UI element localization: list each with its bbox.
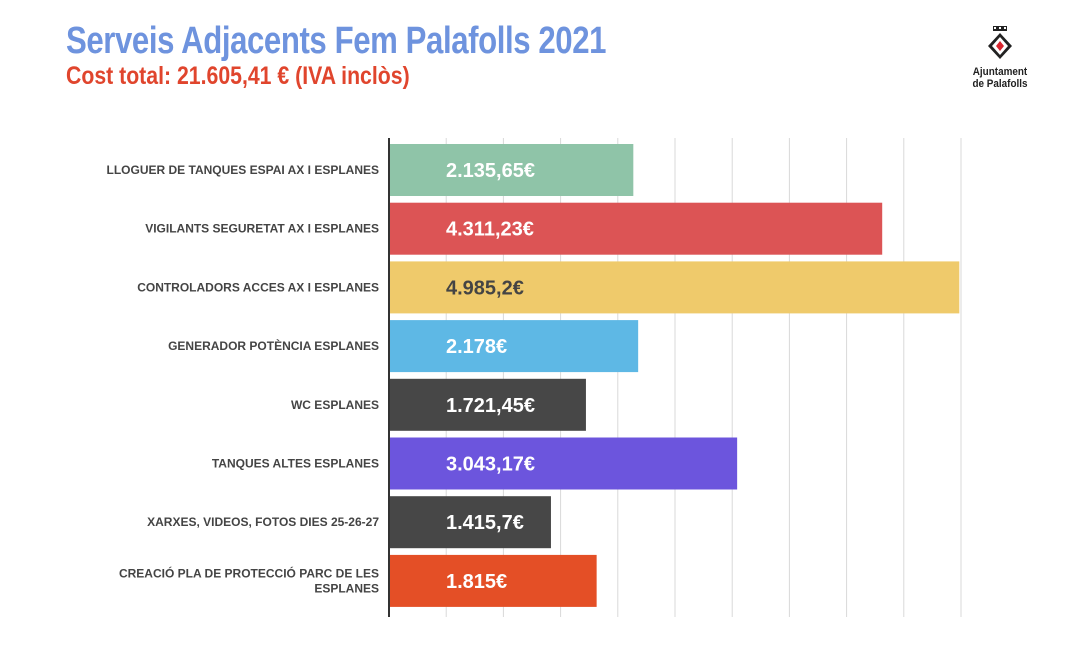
data-label: 2.135,65€	[446, 160, 535, 182]
data-label: 4.311,23€	[446, 219, 534, 241]
palafolls-shield-icon	[988, 26, 1012, 59]
data-label: 4.985,2€	[446, 277, 524, 299]
chart-subtitle: Cost total: 21.605,41 € (IVA inclòs)	[66, 62, 410, 90]
bar	[389, 378, 586, 431]
bar	[389, 320, 639, 373]
category-label: CONTROLADORS ACCES AX I ESPLANES	[137, 280, 379, 294]
logo-line-2: de Palafolls	[972, 78, 1028, 90]
data-label: 3.043,17€	[446, 454, 535, 476]
data-label: 2.178€	[446, 336, 507, 358]
municipal-logo: Ajuntament de Palafolls	[962, 24, 1038, 94]
category-label: LLOGUER DE TANQUES ESPAI AX I ESPLANES	[107, 163, 379, 177]
bar	[389, 144, 634, 196]
bar	[389, 261, 960, 314]
logo-line-1: Ajuntament	[972, 66, 1028, 78]
category-label: CREACIÓ PLA DE PROTECCIÓ PARC DE LES	[119, 565, 379, 580]
category-label: VIGILANTS SEGURETAT AX I ESPLANES	[145, 222, 379, 236]
category-label: GENERADOR POTÈNCIA ESPLANES	[168, 338, 379, 353]
data-label: 1.721,45€	[446, 395, 535, 417]
category-label: WC ESPLANES	[291, 398, 379, 412]
bar	[389, 554, 597, 607]
category-label: XARXES, VIDEOS, FOTOS DIES 25-26-27	[147, 515, 379, 529]
bar	[389, 496, 551, 549]
chart-title: Serveis Adjacents Fem Palafolls 2021	[66, 20, 607, 62]
data-label: 1.815€	[446, 571, 507, 593]
bar	[389, 202, 883, 255]
bar	[389, 437, 738, 490]
category-label: TANQUES ALTES ESPLANES	[212, 457, 379, 471]
data-label: 1.415,7€	[446, 512, 524, 534]
category-label: ESPLANES	[314, 581, 379, 595]
